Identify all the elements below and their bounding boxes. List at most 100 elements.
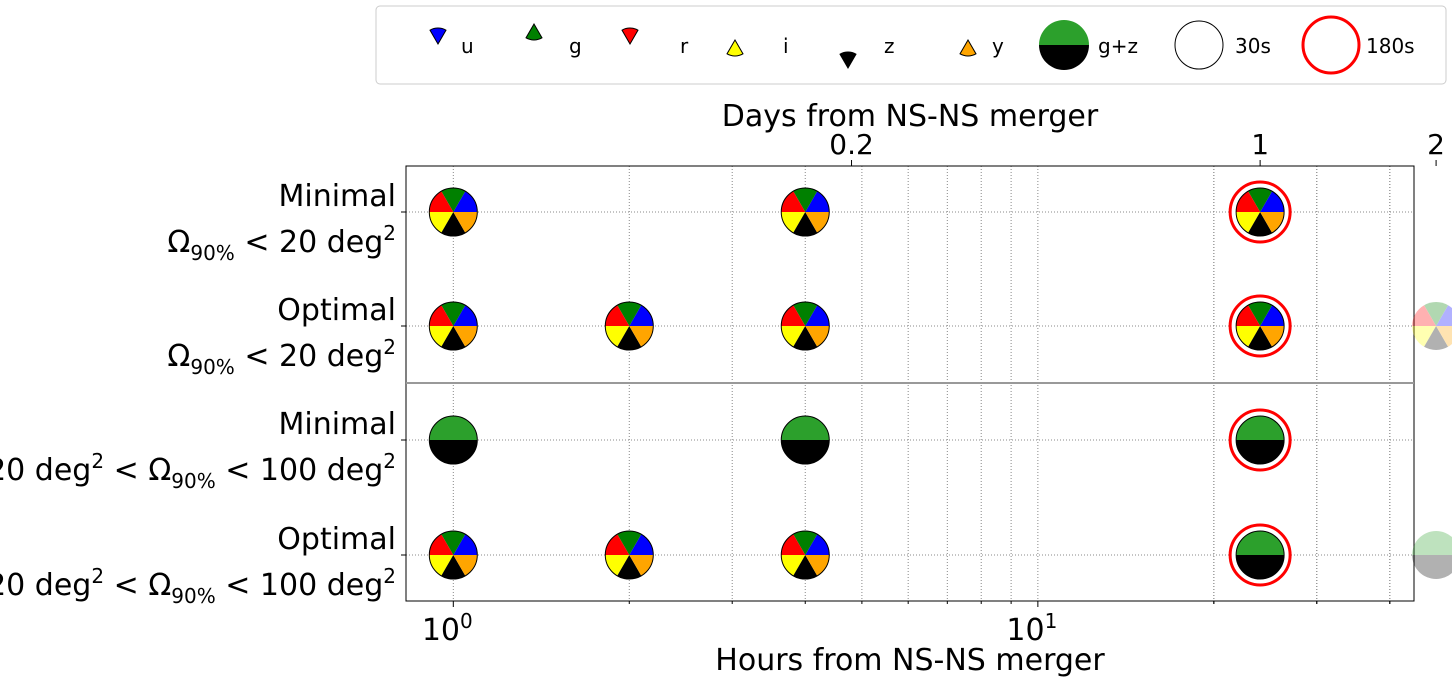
legend-r-marker [621, 27, 639, 46]
x-tick-label: 100 [422, 609, 473, 648]
row-minimal-small-label-mode: Minimal [278, 179, 396, 214]
legend: u g r i z y g+z 30s 180s [375, 5, 1447, 85]
row-minimal-medium-point-0-outline [428, 415, 478, 465]
row-minimal-medium-label-mode: Minimal [278, 407, 396, 442]
row-optimal-medium-point-2-outline [780, 530, 830, 580]
legend-i-label: i [783, 34, 789, 58]
legend-g-marker [525, 22, 543, 41]
row-optimal-medium-point-0-wedge-z [441, 555, 466, 579]
row-optimal-small-point-4-wedge-r [1412, 305, 1437, 326]
row-minimal-medium-point-0-half-g [429, 416, 478, 440]
row-optimal-small-point-0-wedge-z [441, 326, 466, 350]
legend-gz-marker-top [1039, 20, 1089, 45]
row-optimal-medium-point-0 [428, 530, 478, 580]
row-optimal-small-point-4-wedge-z [1424, 326, 1449, 350]
legend-e180-label: 180s [1366, 34, 1415, 58]
x-tick-label: 101 [1006, 609, 1057, 648]
row-optimal-small-point-3-wedge-g [1248, 302, 1273, 326]
row-optimal-medium-point-2-wedge-z [793, 555, 818, 579]
legend-z-marker [839, 51, 857, 70]
row-optimal-medium-point-1-wedge-g [617, 531, 642, 555]
row-optimal-small-label-area: Ω90% < 20 deg2 [167, 335, 396, 379]
top-tick-label: 2 [1427, 128, 1445, 161]
legend-e30-marker [1174, 20, 1224, 70]
row-optimal-small-point-2-outline [780, 301, 830, 351]
row-optimal-small-point-4-wedge-i [1412, 326, 1437, 347]
row-minimal-medium-point-0-half-z [429, 440, 478, 464]
row-minimal-small-point-1-wedge-z [793, 212, 818, 236]
legend-g-label: g [569, 34, 582, 58]
row-optimal-small-point-2 [780, 301, 830, 351]
row-optimal-medium-point-4-half-g [1412, 531, 1452, 555]
top-tick-label: 1 [1251, 128, 1269, 161]
row-minimal-small-point-2 [1235, 187, 1285, 237]
row-optimal-medium-point-2-wedge-g [793, 531, 818, 555]
row-minimal-small-point-1 [780, 187, 830, 237]
row-optimal-small-point-2-wedge-g [793, 302, 818, 326]
row-minimal-medium-point-0 [428, 415, 478, 465]
row-optimal-small-point-1-wedge-g [617, 302, 642, 326]
legend-r-label: r [680, 34, 689, 58]
row-minimal-medium-point-2-half-g [1236, 416, 1285, 440]
legend-e30-label: 30s [1235, 34, 1271, 58]
row-optimal-small-point-4-wedge-g [1424, 302, 1449, 326]
row-minimal-small-point-1-wedge-g [793, 188, 818, 212]
row-optimal-medium-point-1-outline [604, 530, 654, 580]
row-minimal-small-point-0-wedge-z [441, 212, 466, 236]
row-minimal-small-point-2-outline [1235, 187, 1285, 237]
row-optimal-small-point-1-outline [604, 301, 654, 351]
row-optimal-medium-point-4-half-z [1412, 555, 1452, 579]
row-minimal-small-point-2-wedge-z [1248, 212, 1273, 236]
row-minimal-medium-point-1-outline [780, 415, 830, 465]
legend-y-marker [959, 38, 977, 57]
legend-u-label: u [461, 34, 474, 58]
row-optimal-small-point-4-wedge-y [1436, 326, 1452, 347]
row-minimal-small-point-2-wedge-g [1248, 188, 1273, 212]
legend-frame [375, 5, 1447, 85]
row-optimal-medium-label-mode: Optimal [277, 522, 396, 557]
row-optimal-medium-point-3-half-g [1236, 531, 1285, 555]
row-minimal-medium-point-1-half-z [781, 440, 830, 464]
top-axis-label: Days from NS-NS merger [722, 99, 1099, 134]
legend-z-label: z [884, 34, 895, 58]
row-optimal-small-point-0-wedge-g [441, 302, 466, 326]
row-optimal-medium-point-4 [1412, 531, 1452, 579]
row-optimal-medium-point-3-outline [1235, 530, 1285, 580]
row-minimal-medium-point-1 [780, 415, 830, 465]
row-minimal-medium-label-area: 20 deg2 < Ω90% < 100 deg2 [0, 449, 396, 493]
row-optimal-small-point-2-wedge-z [793, 326, 818, 350]
row-optimal-medium-point-1-wedge-z [617, 555, 642, 579]
row-optimal-medium-point-2 [780, 530, 830, 580]
row-minimal-medium-point-1-half-g [781, 416, 830, 440]
row-optimal-small-label-mode: Optimal [277, 293, 396, 328]
row-minimal-small-point-0 [428, 187, 478, 237]
row-optimal-medium-point-0-outline [428, 530, 478, 580]
row-minimal-medium-point-2-outline [1235, 415, 1285, 465]
legend-e180-marker [1301, 15, 1361, 75]
row-optimal-small-point-0-outline [428, 301, 478, 351]
row-optimal-medium-point-3-half-z [1236, 555, 1285, 579]
row-optimal-small-point-3-wedge-z [1248, 326, 1273, 350]
legend-y-label: y [992, 34, 1004, 58]
row-optimal-small-point-0 [428, 301, 478, 351]
row-minimal-medium-point-2 [1235, 415, 1285, 465]
row-optimal-small-point-4-wedge-u [1436, 305, 1452, 326]
row-optimal-small-point-1-wedge-z [617, 326, 642, 350]
row-optimal-medium-point-1 [604, 530, 654, 580]
row-optimal-small-point-4 [1412, 302, 1452, 350]
row-optimal-medium-label-area: 20 deg2 < Ω90% < 100 deg2 [0, 564, 396, 608]
legend-gz-label: g+z [1098, 34, 1138, 58]
row-minimal-medium-point-2-half-z [1236, 440, 1285, 464]
row-optimal-medium-point-3 [1235, 530, 1285, 580]
legend-u-marker [429, 27, 447, 46]
row-optimal-medium-point-0-wedge-g [441, 531, 466, 555]
row-optimal-small-point-1 [604, 301, 654, 351]
row-minimal-small-point-0-outline [428, 187, 478, 237]
top-tick-label: 0.2 [829, 128, 874, 161]
row-minimal-small-point-1-outline [780, 187, 830, 237]
row-optimal-small-point-3-outline [1235, 301, 1285, 351]
legend-i-marker [726, 38, 744, 57]
row-minimal-small-point-0-wedge-g [441, 188, 466, 212]
legend-gz-marker-bottom [1039, 45, 1089, 70]
